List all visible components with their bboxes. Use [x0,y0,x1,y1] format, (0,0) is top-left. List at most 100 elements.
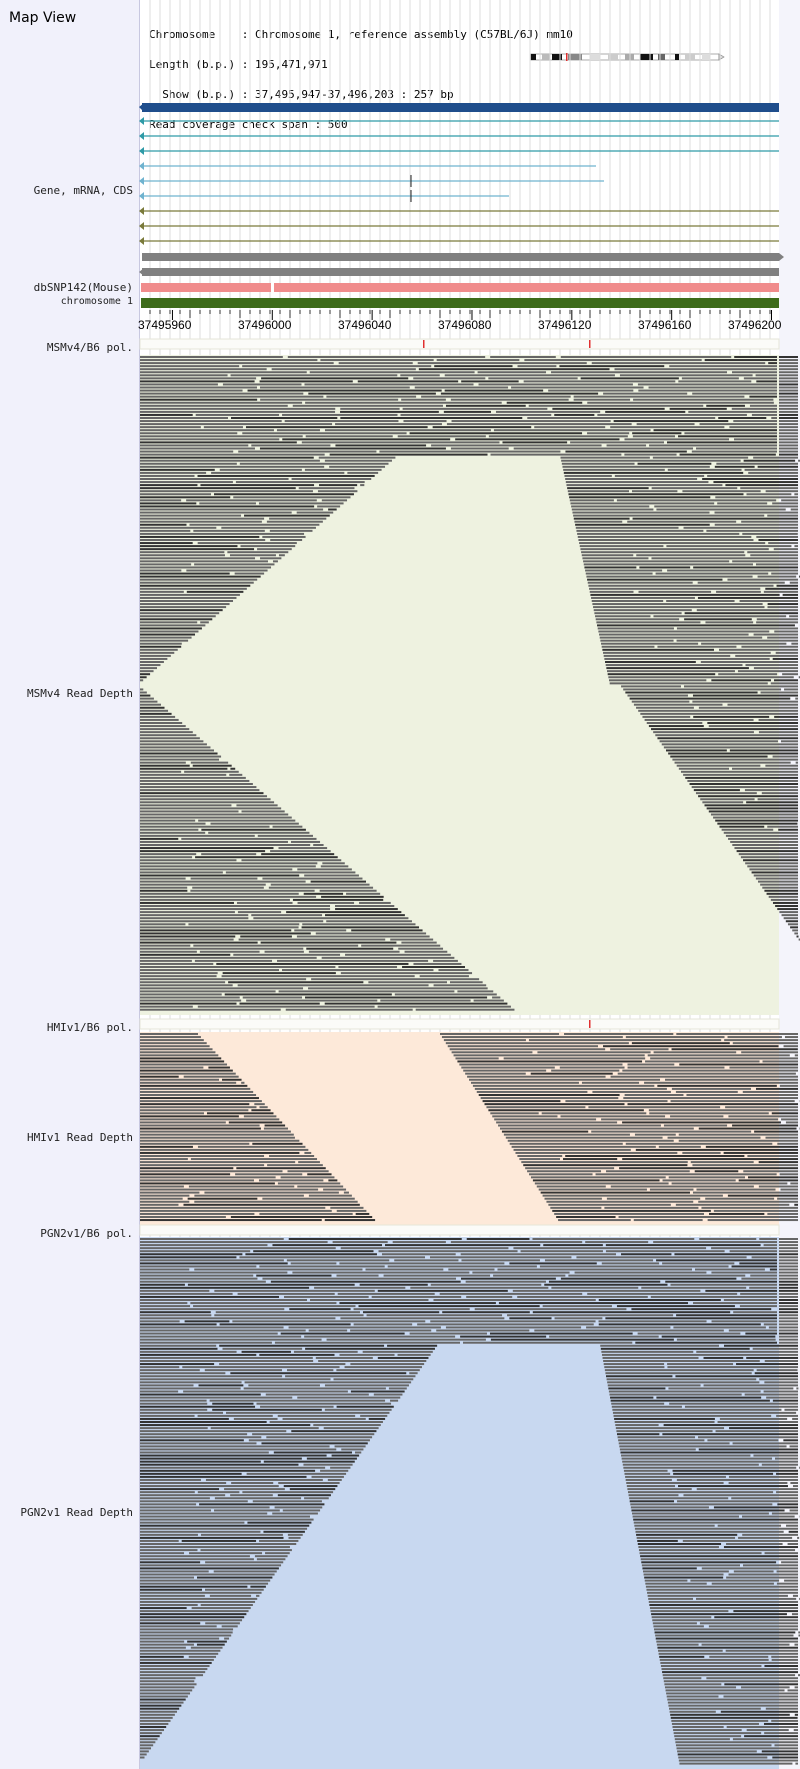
msmv4-read [614,474,705,477]
hmiv1-read [542,1194,723,1197]
pgn2v1-read [658,1652,798,1655]
pgn2v1-read [140,1491,195,1494]
pgn2v1-read [140,1356,313,1359]
pgn2v1-read [140,1341,272,1344]
msmv4-read [580,548,769,551]
msmv4-read [589,590,634,593]
msmv4-read [691,450,777,453]
msmv4-read [755,877,798,880]
msmv4-read [338,362,413,365]
msmv4-read [140,484,198,487]
hmiv1-read [140,1200,190,1203]
pgn2v1-read [649,1607,798,1610]
msmv4-read [197,542,297,545]
hmiv1-read [779,1173,798,1176]
pgn2v1-read [286,1259,390,1262]
pgn2v1-read [233,1417,278,1420]
pgn2v1-read [212,1408,322,1411]
msmv4-read [569,496,711,499]
msmv4-read [140,606,227,609]
hmiv1-read [732,1124,798,1127]
pgn2v1-read [795,1762,798,1765]
msmv4-read [377,1005,511,1008]
msmv4-read [140,715,176,718]
msmv4-read [140,667,158,670]
hmiv1-read [595,1173,777,1176]
hmiv1-read [254,1103,265,1106]
msmv4-read [190,761,229,764]
hmiv1-read [662,1179,736,1182]
pgn2v1-read [779,1302,798,1305]
pgn2v1-read [140,1533,198,1536]
msmv4-read [771,572,798,575]
show-range-info: Show (b.p.) : 37,495,947-37,496,203 : 25… [149,88,454,101]
msmv4-read [140,581,254,584]
msmv4-read [261,853,335,856]
pgn2v1-read [387,1265,537,1268]
msmv4-read [757,465,798,468]
hmiv1-read [507,1139,674,1142]
hmiv1-read [447,1045,599,1048]
msmv4-read [593,606,765,609]
msmv4-read [262,535,306,538]
msmv4-read [563,471,744,474]
msmv4-read [667,441,777,444]
pgn2v1-read [701,1567,798,1570]
hmiv1-read [140,1139,300,1142]
pgn2v1-read [140,1295,280,1298]
msmv4-read [309,371,475,374]
pgn2v1-read [140,1674,204,1677]
pgn2v1-read [140,1366,180,1369]
pgn2v1-read [678,1759,798,1762]
pgn2v1-read [690,1579,780,1582]
msmv4-read [140,453,325,456]
hmiv1-read [671,1182,788,1185]
msmv4-read [140,880,306,883]
msmv4-read [590,593,780,596]
pgn2v1-read [779,1314,798,1317]
pgn2v1-read [627,1491,774,1494]
msmv4-read [208,831,310,834]
msmv4-read [657,645,737,648]
hmiv1-read [554,1212,704,1215]
pgn2v1-read [637,1539,678,1542]
msmv4-read [210,822,299,825]
msmv4-read [640,712,798,715]
hmiv1-read [657,1084,777,1087]
pgn2v1-read [429,1256,572,1259]
hmiv1-read [183,1203,360,1206]
msmv4-read [577,532,740,535]
msmv4-read [313,844,324,846]
msmv4-read [796,935,799,938]
msmv4-read [230,374,398,377]
pgn2v1-read [652,1619,798,1622]
msmv4-read [790,508,798,511]
pgn2v1-read [224,1637,230,1640]
msmv4-read [782,673,798,676]
msmv4-read [506,401,583,404]
hmiv1-read [140,1194,190,1197]
msmv4-read [599,636,763,639]
msmv4-read [140,493,212,496]
pgn2v1-read [629,1500,675,1503]
pgn2v1-read [607,1381,760,1384]
pgn2v1-read [779,1265,798,1268]
msmv4-read [140,816,292,819]
pgn2v1-read [637,1332,741,1335]
msmv4-read [706,807,798,810]
pgn2v1-read [241,1350,291,1353]
ideogram-position-marker [566,53,568,61]
msmv4-read [698,706,798,709]
msmv4-read [140,761,186,764]
gray-track-bar [142,268,779,276]
msmv4-read [601,642,699,645]
msmv4-read [732,560,798,563]
pgn2v1-read [318,1360,427,1362]
pgn2v1-read [392,1241,446,1244]
hmiv1-read [323,1188,347,1191]
msmv4-read [140,496,231,499]
msmv4-read [779,410,798,413]
pgn2v1-read [616,1305,735,1308]
pgn2v1-read [761,1463,798,1466]
msmv4-read [140,639,189,642]
